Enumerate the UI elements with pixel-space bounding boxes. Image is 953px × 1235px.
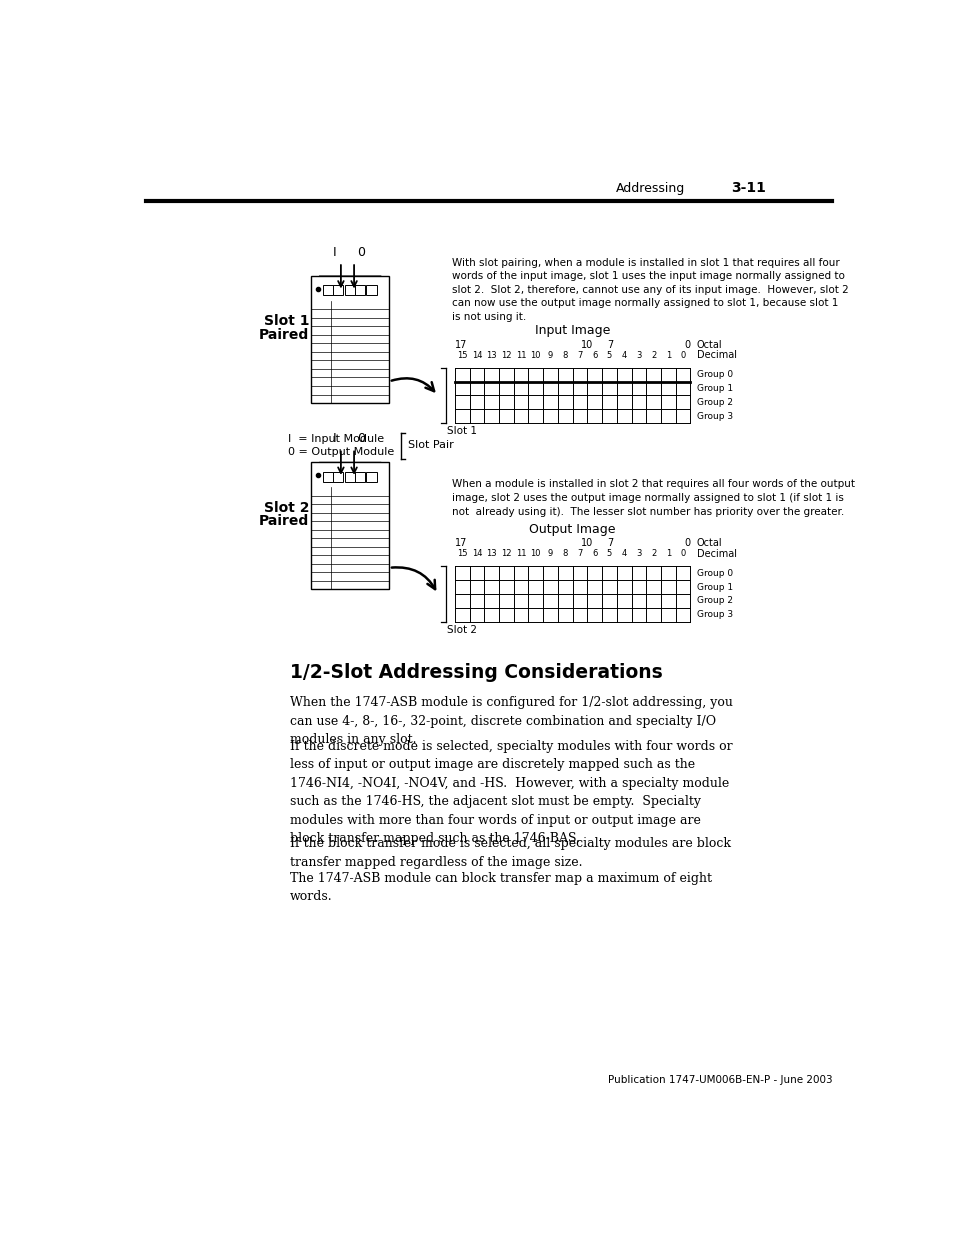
Text: I: I: [333, 432, 336, 446]
Text: 0: 0: [683, 538, 690, 548]
Text: 0: 0: [356, 246, 365, 259]
Text: 10: 10: [530, 550, 540, 558]
Text: 13: 13: [486, 550, 497, 558]
Text: Decimal: Decimal: [696, 550, 736, 559]
Bar: [366, 472, 376, 482]
Text: 14: 14: [471, 550, 481, 558]
Bar: [344, 472, 355, 482]
Text: 8: 8: [562, 351, 567, 359]
Text: Addressing: Addressing: [615, 182, 684, 195]
Text: I: I: [333, 246, 336, 259]
Text: Slot 1: Slot 1: [447, 426, 476, 436]
Text: Group 3: Group 3: [696, 610, 732, 619]
Text: 7: 7: [606, 340, 613, 350]
Text: 0: 0: [356, 432, 365, 446]
Text: 5: 5: [606, 550, 612, 558]
Text: Paired: Paired: [258, 514, 309, 527]
Circle shape: [329, 277, 340, 288]
Text: 3-11: 3-11: [731, 182, 765, 195]
Text: 1: 1: [665, 550, 670, 558]
Text: 15: 15: [456, 351, 467, 359]
Text: 12: 12: [500, 550, 511, 558]
Text: 17: 17: [455, 538, 467, 548]
Text: 3: 3: [636, 351, 641, 359]
Text: Group 0: Group 0: [696, 370, 732, 379]
Polygon shape: [319, 275, 381, 293]
Text: Group 2: Group 2: [696, 398, 732, 406]
Text: I  = Input Module: I = Input Module: [288, 435, 384, 445]
Text: Decimal: Decimal: [696, 351, 736, 361]
Text: 7: 7: [577, 550, 582, 558]
Text: 6: 6: [592, 550, 597, 558]
Text: When a module is installed in slot 2 that requires all four words of the output
: When a module is installed in slot 2 tha…: [452, 479, 855, 516]
Text: 15: 15: [456, 550, 467, 558]
Bar: [311, 462, 389, 589]
Text: 14: 14: [471, 351, 481, 359]
Text: Group 0: Group 0: [696, 569, 732, 578]
Text: 13: 13: [486, 351, 497, 359]
Text: 10: 10: [530, 351, 540, 359]
Text: 2: 2: [650, 550, 656, 558]
Text: 0: 0: [679, 550, 685, 558]
Text: Slot 1: Slot 1: [263, 315, 309, 329]
Text: 9: 9: [547, 550, 553, 558]
Text: The 1747-ASB module can block transfer map a maximum of eight
words.: The 1747-ASB module can block transfer m…: [290, 872, 711, 904]
Text: 5: 5: [606, 351, 612, 359]
Text: 2: 2: [650, 351, 656, 359]
Text: Group 1: Group 1: [696, 583, 732, 592]
Text: When the 1747-ASB module is configured for 1/2-slot addressing, you
can use 4-, : When the 1747-ASB module is configured f…: [290, 697, 732, 746]
Text: 6: 6: [592, 351, 597, 359]
Circle shape: [360, 463, 371, 474]
Text: Output Image: Output Image: [529, 522, 616, 536]
Text: 11: 11: [516, 550, 526, 558]
Text: 0: 0: [679, 351, 685, 359]
Bar: [333, 472, 343, 482]
Bar: [355, 472, 365, 482]
Text: 3: 3: [636, 550, 641, 558]
Text: 7: 7: [606, 538, 613, 548]
Text: 10: 10: [580, 538, 593, 548]
Text: 8: 8: [562, 550, 567, 558]
Text: With slot pairing, when a module is installed in slot 1 that requires all four
w: With slot pairing, when a module is inst…: [452, 258, 848, 322]
Text: Publication 1747-UM006B-EN-P - June 2003: Publication 1747-UM006B-EN-P - June 2003: [607, 1074, 831, 1084]
FancyArrowPatch shape: [391, 378, 434, 391]
Circle shape: [360, 277, 371, 288]
Text: Octal: Octal: [696, 340, 721, 350]
Text: If the block transfer mode is selected, all specialty modules are block
transfer: If the block transfer mode is selected, …: [290, 837, 730, 869]
Text: 11: 11: [516, 351, 526, 359]
Text: Slot 2: Slot 2: [447, 625, 476, 635]
Text: Input Image: Input Image: [535, 325, 610, 337]
Text: 0: 0: [683, 340, 690, 350]
Bar: [333, 285, 343, 295]
Text: Group 3: Group 3: [696, 411, 732, 421]
Text: If the discrete mode is selected, specialty modules with four words or
less of i: If the discrete mode is selected, specia…: [290, 740, 732, 845]
Text: Octal: Octal: [696, 538, 721, 548]
Polygon shape: [319, 462, 381, 479]
Text: Group 2: Group 2: [696, 597, 732, 605]
Text: 7: 7: [577, 351, 582, 359]
Bar: [323, 285, 333, 295]
Text: 9: 9: [547, 351, 553, 359]
Circle shape: [329, 463, 340, 474]
Text: 4: 4: [621, 550, 626, 558]
Text: 1: 1: [665, 351, 670, 359]
Text: 12: 12: [500, 351, 511, 359]
Text: 1/2-Slot Addressing Considerations: 1/2-Slot Addressing Considerations: [290, 662, 661, 682]
Bar: [323, 472, 333, 482]
Text: Slot Pair: Slot Pair: [408, 441, 454, 451]
Bar: [344, 285, 355, 295]
Text: 17: 17: [455, 340, 467, 350]
Text: 4: 4: [621, 351, 626, 359]
Text: Slot 2: Slot 2: [263, 500, 309, 515]
Text: 10: 10: [580, 340, 593, 350]
Bar: [311, 275, 389, 403]
Text: Group 1: Group 1: [696, 384, 732, 393]
Text: Paired: Paired: [258, 327, 309, 342]
Text: 0 = Output Module: 0 = Output Module: [288, 447, 394, 457]
Bar: [355, 285, 365, 295]
Bar: [366, 285, 376, 295]
FancyArrowPatch shape: [392, 567, 435, 589]
